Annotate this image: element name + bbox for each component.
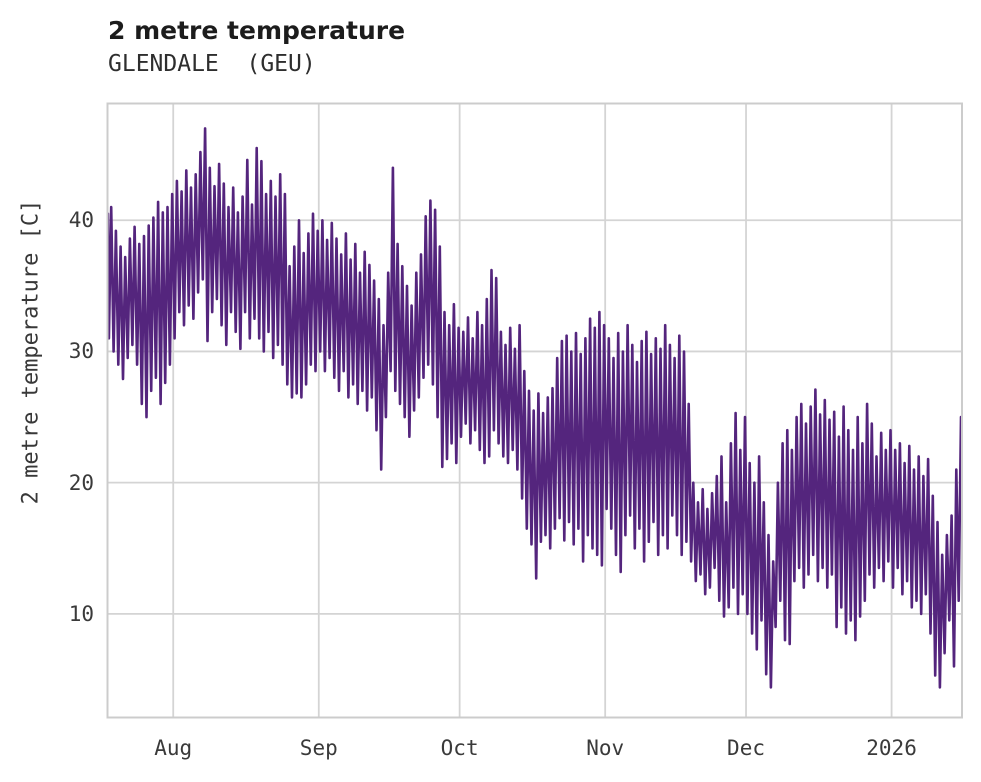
x-tick-label: Nov (586, 736, 625, 760)
x-tick-label: Oct (440, 736, 479, 760)
x-tick-label: Dec (727, 736, 765, 760)
y-tick-label: 20 (68, 470, 94, 495)
x-tick-label: 2026 (866, 736, 917, 760)
x-tick-label: Sep (299, 736, 338, 760)
chart-subtitle: GLENDALE (GEU) (108, 51, 316, 77)
temperature-line (107, 127, 962, 689)
y-tick-label: 40 (68, 208, 94, 233)
x-tick-label: Aug (154, 736, 193, 760)
chart-title: 2 metre temperature (108, 16, 406, 45)
plot-border (106, 102, 963, 719)
y-tick-label: 10 (68, 601, 94, 626)
y-tick-label: 30 (68, 339, 94, 364)
